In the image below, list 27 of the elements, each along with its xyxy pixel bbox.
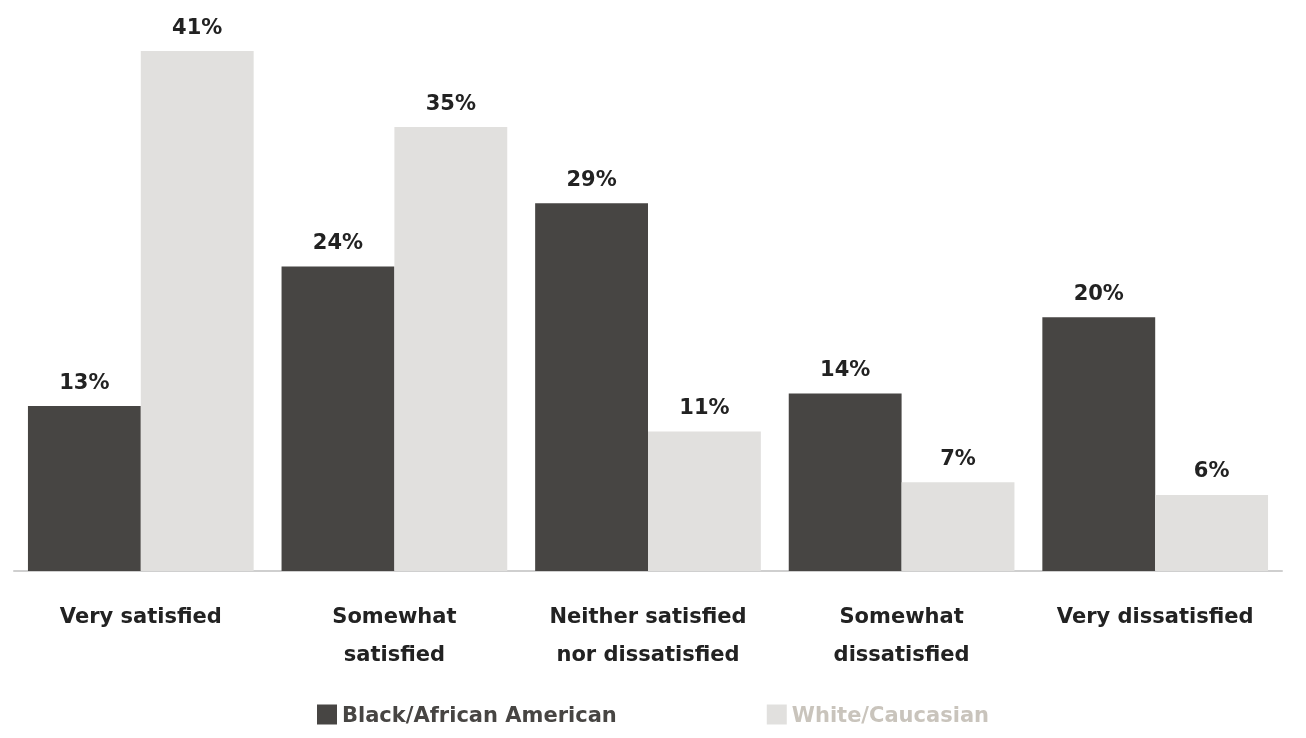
data-label: 7%	[940, 445, 976, 470]
data-label: 41%	[172, 14, 223, 39]
data-label: 11%	[679, 394, 730, 419]
bar	[535, 203, 648, 571]
x-tick-label: Very satisfied	[59, 604, 222, 628]
bar	[1042, 317, 1156, 571]
x-tick-label: Somewhat satisfied	[332, 604, 457, 666]
bar	[901, 482, 1015, 571]
bar	[140, 51, 254, 571]
bar	[648, 431, 761, 571]
data-label: 14%	[820, 356, 871, 381]
bar	[1155, 494, 1269, 571]
legend-label: Black/African American	[341, 702, 617, 727]
bar	[788, 393, 902, 571]
legend-label: White/Caucasian	[791, 702, 990, 727]
data-label: 35%	[425, 90, 476, 115]
data-label: 13%	[59, 369, 110, 394]
bar	[281, 266, 395, 571]
x-tick-label: Neither satisfied nor dissatisfied	[549, 604, 747, 666]
bar	[27, 406, 141, 571]
bar	[394, 127, 508, 571]
x-tick-label: Somewhat dissatisfied	[833, 604, 970, 666]
data-label: 24%	[312, 230, 364, 255]
data-label: 20%	[1073, 280, 1124, 305]
data-label: 6%	[1193, 458, 1230, 483]
x-tick-label: Very dissatisfied	[1056, 604, 1254, 628]
data-label: 29%	[566, 166, 617, 191]
